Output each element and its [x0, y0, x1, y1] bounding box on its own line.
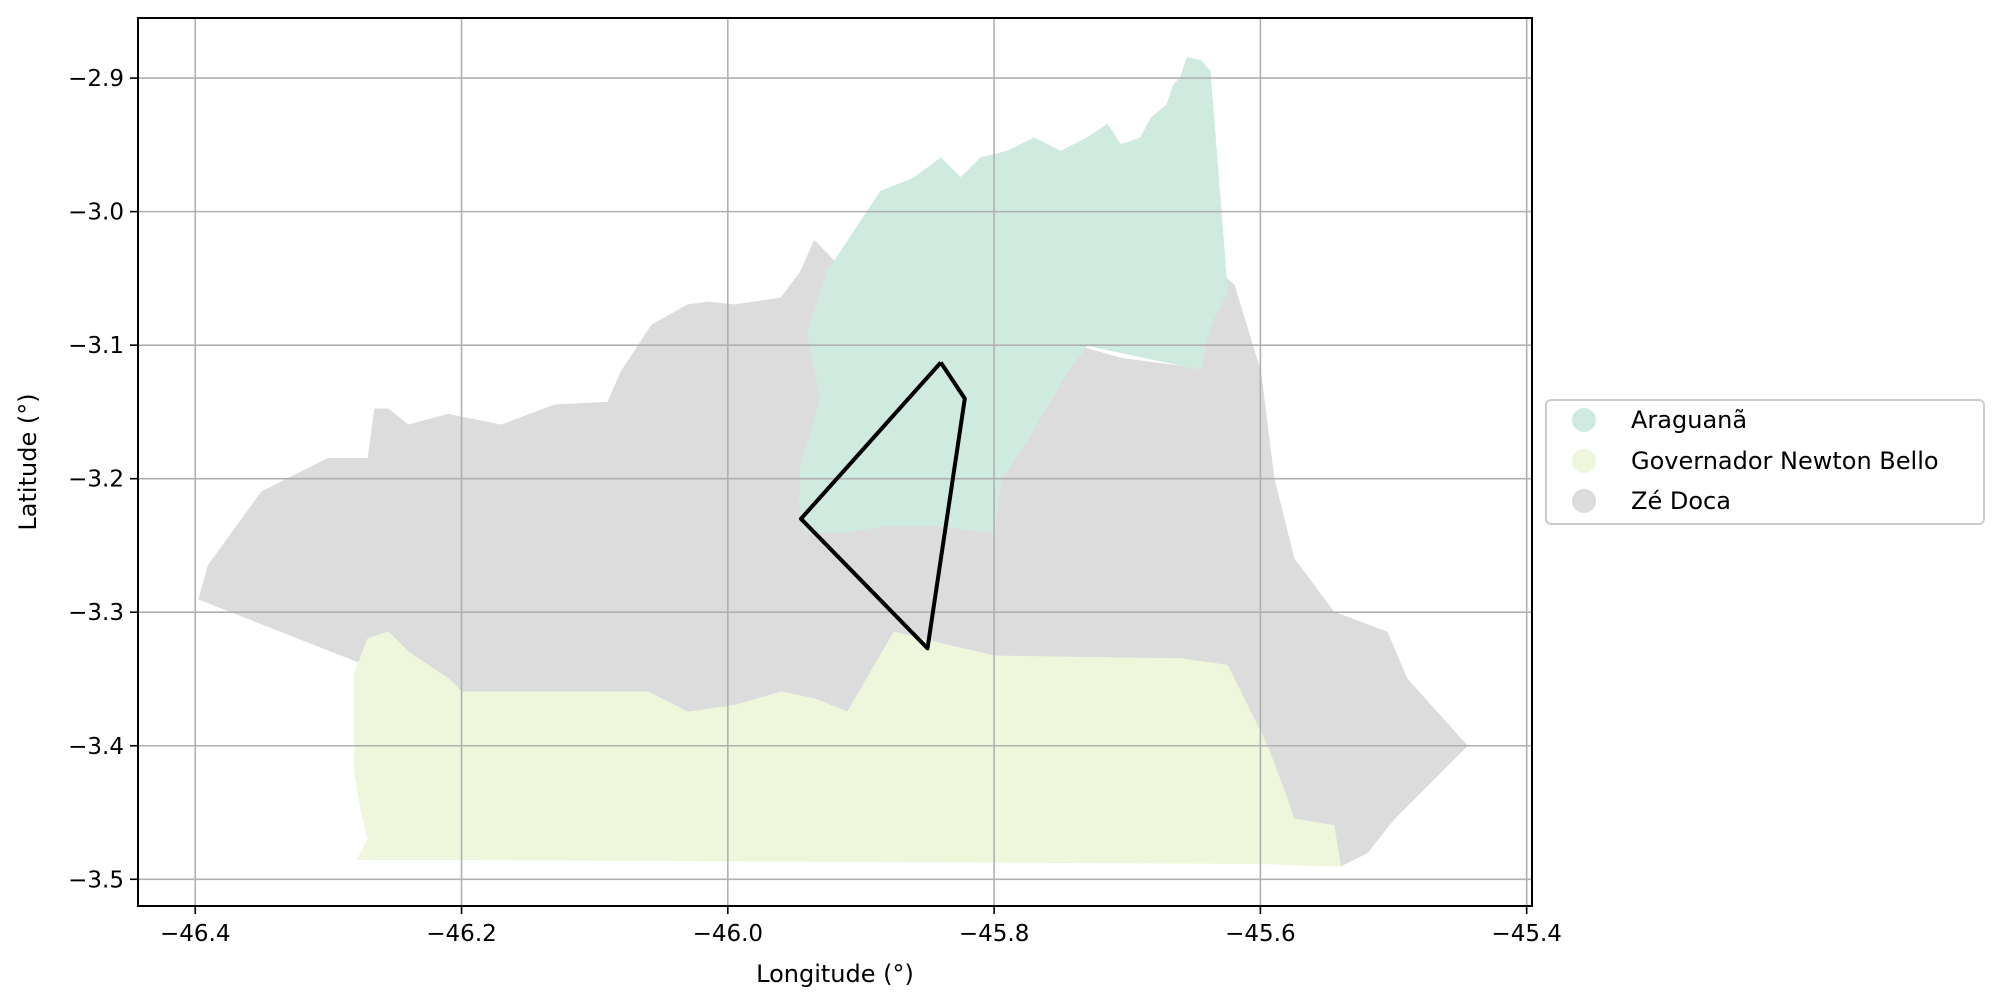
- y-tick-label: −3.2: [68, 467, 124, 493]
- legend-label-ze-doca: Zé Doca: [1631, 487, 1731, 515]
- x-tick-label: −46.0: [693, 921, 763, 947]
- legend-marker-araguana: [1572, 408, 1596, 432]
- region-araguana: [798, 57, 1228, 533]
- legend-item-araguana: Araguanã: [1572, 406, 1747, 434]
- legend-marker-ze-doca: [1572, 489, 1596, 513]
- legend-item-ze-doca: Zé Doca: [1572, 487, 1731, 515]
- grid-layer: [138, 18, 1532, 906]
- axes-frame: [137, 17, 1533, 907]
- x-tick-label: −46.2: [426, 921, 496, 947]
- x-axis-label: Longitude (°): [756, 960, 914, 988]
- legend-marker-governador-newton-bello: [1572, 449, 1596, 473]
- y-tick-label: −3.0: [68, 200, 124, 226]
- legend-label-araguana: Araguanã: [1631, 406, 1747, 434]
- legend-item-governador-newton-bello: Governador Newton Bello: [1572, 447, 1939, 475]
- legend-frame: [1545, 399, 1985, 525]
- outline-polygon: [799, 361, 967, 651]
- y-tick-label: −3.1: [68, 333, 124, 359]
- y-tick-label: −2.9: [68, 66, 124, 92]
- ticks-layer: −46.4 −46.2 −46.0 −45.8 −45.6 −45.4 −2.9 −3.0 −3…: [68, 66, 1562, 947]
- x-tick-label: −46.4: [160, 921, 230, 947]
- x-tick-label: −45.6: [1225, 921, 1295, 947]
- region-governador-newton-bello: [354, 631, 1342, 867]
- legend-label-governador-newton-bello: Governador Newton Bello: [1631, 447, 1939, 475]
- legend: Araguanã Governador Newton Bello Zé Doca: [1545, 399, 1985, 525]
- map-plot-area: −46.4 −46.2 −46.0 −45.8 −45.6 −45.4 −2.9 −3.0 −3…: [14, 17, 1562, 988]
- y-axis-label: Latitude (°): [14, 393, 42, 530]
- outline-layer: [799, 361, 967, 651]
- x-tick-label: −45.8: [959, 921, 1029, 947]
- y-tick-label: −3.3: [68, 600, 124, 626]
- y-tick-label: −3.4: [68, 734, 124, 760]
- x-tick-label: −45.4: [1491, 921, 1561, 947]
- y-tick-label: −3.5: [68, 867, 124, 893]
